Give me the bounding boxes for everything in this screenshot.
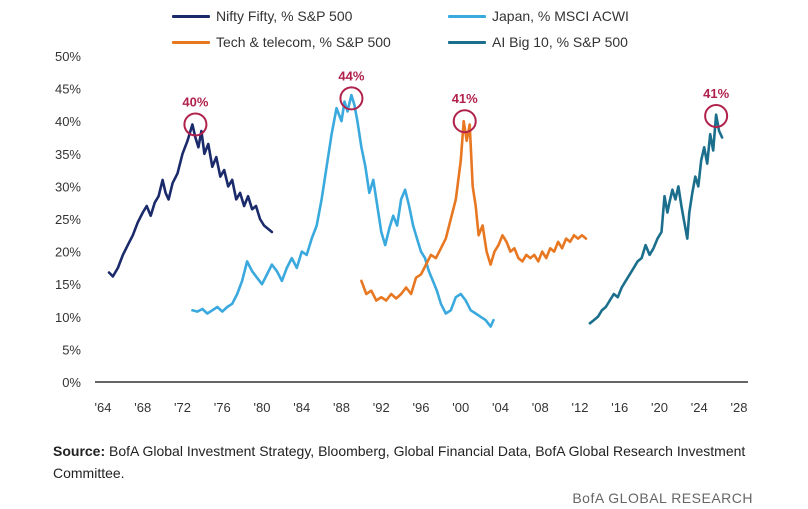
x-tick-label: '04 [492,400,509,415]
legend-label-japan: Japan, % MSCI ACWI [492,8,629,24]
series-line-2 [360,119,588,302]
peak-label-0: 40% [182,94,208,109]
x-tick-label: '68 [134,400,151,415]
legend-swatch-japan [448,14,486,18]
legend-label-tech-telecom: Tech & telecom, % S&P 500 [216,34,391,50]
legend-swatch-tech-telecom [172,40,210,44]
x-tick-label: '12 [572,400,589,415]
x-tick-label: '08 [532,400,549,415]
peak-marker-1 [339,86,364,111]
legend-item-nifty-fifty: Nifty Fifty, % S&P 500 [172,8,352,24]
y-tick-label: 35% [55,147,81,162]
peak-marker-2 [452,109,477,134]
y-tick-label: 25% [55,212,81,227]
legend-item-japan: Japan, % MSCI ACWI [448,8,629,24]
series-line-0 [107,123,274,278]
series-line-3 [588,113,724,325]
x-tick-label: '16 [611,400,628,415]
source-text: BofA Global Investment Strategy, Bloombe… [53,443,746,481]
peak-marker-0 [183,112,208,137]
line-chart: 0% 5% 10% 15% 20% 25% 30% 35% 40% 45% 50% '64 '68 '7… [55,49,748,415]
brand-footer: BofA GLOBAL RESEARCH [572,490,753,506]
y-tick-label: 10% [55,310,81,325]
y-axis: 0% 5% 10% 15% 20% 25% 30% 35% 40% 45% 50% [55,49,81,390]
x-axis: '64 '68 '72 '76 '80 '84 '88 '92 '96 '00 '04 '08 '12 '… [95,381,748,415]
y-tick-label: 45% [55,82,81,97]
x-tick-label: '64 [95,400,112,415]
x-tick-label: '84 [293,400,310,415]
x-tick-label: '20 [651,400,668,415]
x-tick-label: '88 [333,400,350,415]
series-layer [107,93,724,328]
source-label: Source: [53,443,106,459]
legend-item-ai-big-10: AI Big 10, % S&P 500 [448,34,628,50]
y-tick-label: 0% [62,375,81,390]
y-tick-label: 30% [55,179,81,194]
x-tick-label: '96 [413,400,430,415]
legend-label-nifty-fifty: Nifty Fifty, % S&P 500 [216,8,353,24]
y-tick-label: 20% [55,245,81,260]
x-tick-label: '76 [214,400,231,415]
peak-label-3: 41% [703,86,729,101]
peak-label-1: 44% [338,68,364,83]
peak-marker-3 [704,103,729,128]
x-tick-label: '00 [452,400,469,415]
legend-swatch-nifty-fifty [172,14,210,18]
y-tick-label: 15% [55,277,81,292]
peak-label-2: 41% [452,91,478,106]
source-note: Source: BofA Global Investment Strategy,… [53,440,773,484]
annotation-layer: 40% 44% 41% 41% [182,68,730,137]
y-tick-label: 40% [55,114,81,129]
x-tick-label: '28 [731,400,748,415]
x-tick-label: '80 [254,400,271,415]
x-tick-label: '92 [373,400,390,415]
x-tick-label: '24 [691,400,708,415]
legend-label-ai-big-10: AI Big 10, % S&P 500 [492,34,628,50]
chart-legend: Nifty Fifty, % S&P 500 Japan, % MSCI ACW… [0,4,808,56]
y-tick-label: 5% [62,342,81,357]
x-tick-label: '72 [174,400,191,415]
y-tick-label: 50% [55,49,81,64]
series-line-1 [191,93,495,328]
legend-item-tech-telecom: Tech & telecom, % S&P 500 [172,34,391,50]
legend-swatch-ai-big-10 [448,40,486,44]
